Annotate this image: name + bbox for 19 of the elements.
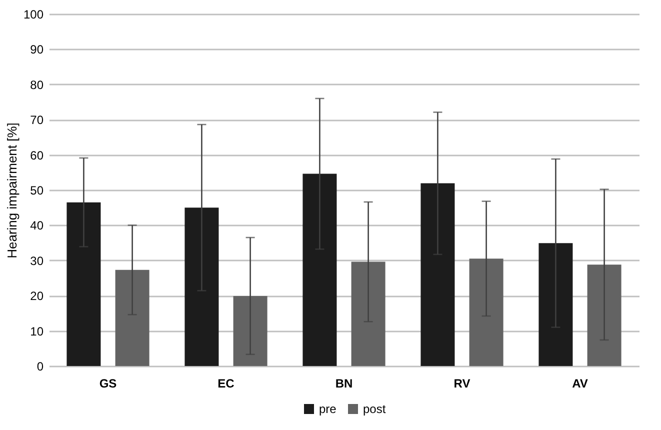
legend-label: pre bbox=[319, 402, 337, 416]
x-tick-label: EC bbox=[218, 376, 235, 390]
y-tick-label: 90 bbox=[30, 42, 44, 57]
y-tick-label: 60 bbox=[30, 148, 44, 162]
x-tick-label: GS bbox=[99, 376, 117, 390]
legend-label: post bbox=[363, 402, 386, 416]
y-tick-label: 70 bbox=[30, 113, 44, 128]
x-tick-label: AV bbox=[572, 376, 588, 390]
y-tick-label: 0 bbox=[36, 360, 44, 374]
y-tick-label: 80 bbox=[30, 78, 44, 92]
y-tick-label: 10 bbox=[30, 324, 44, 338]
y-tick-label: 100 bbox=[23, 8, 44, 22]
x-tick-label: RV bbox=[454, 376, 470, 390]
y-tick-label: 40 bbox=[30, 218, 44, 233]
y-tick-label: 50 bbox=[30, 184, 44, 198]
y-tick-label: 20 bbox=[30, 289, 44, 304]
y-tick-label: 30 bbox=[30, 254, 44, 268]
x-tick-label: BN bbox=[335, 376, 353, 390]
y-axis-title: Hearing impairment [%] bbox=[4, 122, 20, 258]
